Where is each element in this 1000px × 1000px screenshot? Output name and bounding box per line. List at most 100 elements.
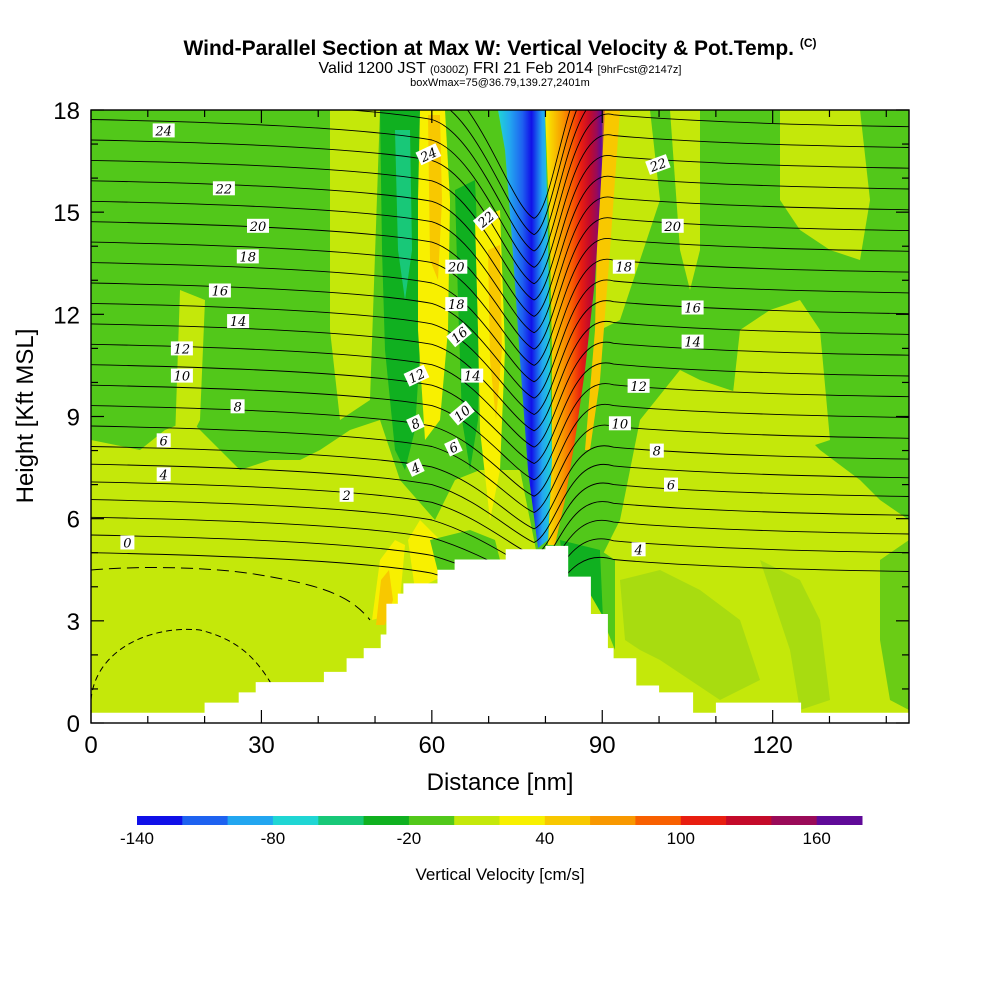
contour-label: 18	[612, 259, 635, 276]
contour-label: 0	[120, 535, 135, 552]
isentrope-line	[91, 383, 909, 481]
isentrope-line	[91, 362, 909, 464]
x-axis-label: Distance [nm]	[427, 769, 574, 796]
isentrope-line	[91, 217, 909, 350]
velocity-region-weak-up-6	[780, 110, 870, 260]
isentrope-line	[345, 110, 587, 252]
isentrope-line	[91, 238, 909, 366]
velocity-region-down-mid	[455, 180, 480, 470]
contour-label-text: 20	[663, 220, 681, 235]
contour-label-bg	[445, 297, 468, 312]
x-tick-label: 120	[753, 732, 793, 759]
isentrope-line	[91, 175, 909, 317]
colorbar-swatch	[544, 816, 591, 825]
colorbar-tick-label: 100	[667, 829, 695, 848]
contour-label: 8	[230, 399, 245, 415]
contour-label-text: 10	[612, 417, 629, 432]
contour-label-text: 18	[240, 250, 257, 265]
isentrope-zero-dashed	[91, 567, 371, 621]
contour-label: 14	[227, 314, 250, 330]
isentrope-line	[467, 110, 571, 219]
contour-label-text: 16	[212, 285, 229, 300]
contour-label: 14	[461, 368, 484, 385]
contour-label-bg	[631, 542, 646, 557]
isentrope-lines	[91, 110, 909, 612]
contour-label: 4	[156, 467, 171, 483]
velocity-region-up-left	[418, 110, 450, 440]
contour-label-bg	[406, 413, 425, 433]
contour-label-text: 14	[230, 315, 247, 330]
contour-label: 4	[631, 542, 646, 558]
contour-label-bg	[230, 399, 245, 414]
y-tick-label: 9	[67, 405, 80, 432]
contour-label-text: 6	[160, 434, 168, 449]
isentrope-line	[91, 279, 909, 399]
y-tick-label: 18	[53, 98, 80, 125]
contour-label: 22	[212, 181, 235, 197]
contour-label-text: 12	[406, 367, 427, 388]
contour-label: 12	[170, 341, 193, 357]
contour-label-bg	[681, 334, 704, 349]
contour-label-text: 4	[159, 468, 168, 483]
contour-label-bg	[339, 487, 354, 502]
colorbar-tick-label: -140	[120, 829, 154, 848]
contour-label: 22	[645, 154, 671, 176]
velocity-region-weak-up-1	[175, 290, 205, 440]
isentrope-line	[91, 445, 909, 530]
contour-label-bg	[403, 364, 430, 387]
y-tick-label: 12	[53, 302, 80, 329]
isentrope-line	[91, 258, 909, 383]
isentrope-line	[91, 300, 909, 415]
contour-label-bg	[661, 218, 684, 233]
colorbar-swatch	[635, 816, 682, 825]
colorbar-swatch	[182, 816, 229, 825]
isentrope-line	[91, 320, 909, 432]
isentrope-line	[91, 463, 909, 543]
contour-label: 18	[445, 297, 468, 313]
contour-label: 20	[445, 259, 468, 276]
contour-label-bg	[446, 322, 473, 348]
velocity-region-weak-up-5	[730, 300, 830, 510]
velocity-region-lee-wave	[620, 570, 760, 700]
y-tick-label: 15	[53, 200, 80, 227]
contour-label: 6	[444, 437, 463, 457]
contour-label: 8	[406, 413, 425, 433]
colorbar-swatch	[680, 816, 727, 825]
x-tick-label: 90	[589, 732, 616, 759]
contour-label-bg	[170, 341, 193, 356]
contour-label: 8	[649, 443, 664, 460]
valid-time-line: Valid 1200 JST (0300Z) FRI 21 Feb 2014 […	[0, 60, 1000, 78]
contour-label-text: 22	[215, 182, 233, 197]
contour-label: 14	[681, 334, 704, 351]
velocity-region-lee-wave-2	[760, 560, 830, 710]
contour-label: 10	[608, 416, 631, 432]
colorbar-tick-label: 160	[803, 829, 831, 848]
isentrope-line	[91, 134, 909, 285]
terrain-mask	[91, 545, 909, 723]
colorbar-swatch	[318, 816, 365, 825]
colorbar-swatch	[408, 816, 455, 825]
contour-label-text: 2	[341, 489, 350, 504]
chart-title: Wind-Parallel Section at Max W: Vertical…	[0, 36, 1000, 61]
isentrope-negative-dashed	[91, 628, 281, 701]
contour-label-text: 12	[630, 380, 647, 395]
contour-label: 20	[247, 218, 269, 235]
contour-label-bg	[681, 300, 704, 315]
contour-label-bg	[208, 283, 231, 298]
isentrope-line	[91, 196, 909, 334]
isentrope-line	[449, 110, 578, 236]
colorbar-title: Vertical Velocity [cm/s]	[415, 865, 584, 884]
contour-label-bg	[612, 259, 635, 274]
contour-label: 18	[236, 249, 259, 265]
contour-label: 2	[339, 487, 354, 504]
forecast-info: [9hrFcst@2147z]	[597, 64, 682, 76]
x-tick-label: 0	[84, 732, 97, 759]
contour-label: 24	[415, 143, 442, 166]
velocity-region-down-right	[880, 540, 909, 710]
colorbar-swatch	[771, 816, 818, 825]
colorbar-tick-label: -80	[261, 829, 286, 848]
contour-label-bg	[415, 143, 442, 166]
velocity-region-downslope-2	[600, 550, 615, 650]
title-text: Wind-Parallel Section at Max W: Vertical…	[183, 37, 794, 60]
contour-label-text: 12	[174, 342, 191, 357]
